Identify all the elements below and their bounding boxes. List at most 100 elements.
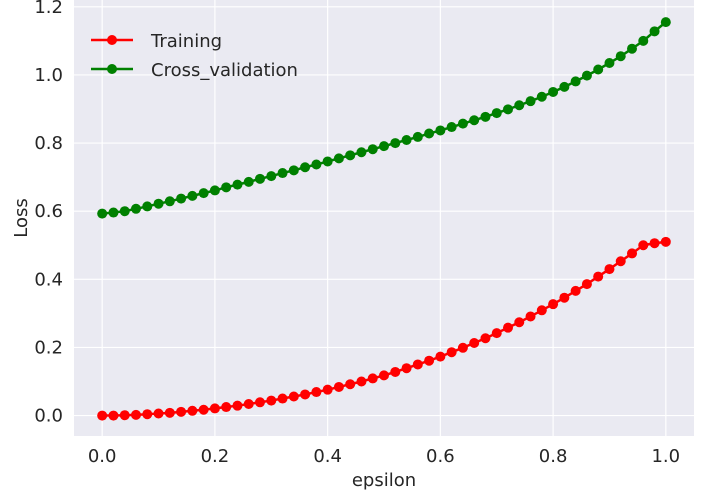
data-point-cross-validation (97, 208, 108, 219)
data-point-training (638, 240, 649, 251)
data-point-cross-validation (142, 201, 153, 212)
legend-label-cross-validation: Cross_validation (151, 60, 298, 81)
data-point-cross-validation (491, 108, 502, 119)
data-point-training (176, 406, 187, 417)
y-tick-labels: 0.0 0.2 0.4 0.6 0.8 1.0 1.2 (34, 0, 63, 427)
y-tick-label: 0.4 (34, 269, 63, 290)
data-point-training (243, 398, 254, 409)
data-point-cross-validation (345, 150, 356, 161)
data-point-training (119, 410, 130, 421)
legend-marker-cross-validation (107, 64, 117, 74)
y-tick-label: 0.6 (34, 201, 63, 222)
x-gridlines (101, 0, 667, 436)
y-tick-label: 0.2 (34, 337, 63, 358)
data-point-cross-validation (536, 91, 547, 102)
data-point-cross-validation (108, 207, 119, 218)
data-point-cross-validation (435, 125, 446, 136)
data-point-cross-validation (457, 118, 468, 129)
data-point-cross-validation (390, 138, 401, 149)
data-point-training (142, 409, 153, 420)
data-point-cross-validation (164, 196, 175, 207)
y-axis-label: Loss (11, 198, 32, 237)
data-point-cross-validation (153, 198, 164, 209)
data-point-cross-validation (446, 122, 457, 133)
data-point-training (97, 410, 108, 421)
data-point-cross-validation (559, 81, 570, 92)
data-point-cross-validation (288, 165, 299, 176)
y-tick-label: 1.2 (34, 0, 63, 18)
data-point-training (187, 405, 198, 416)
data-point-training (593, 271, 604, 282)
data-point-training (491, 328, 502, 339)
data-point-training (581, 279, 592, 290)
data-point-cross-validation (548, 86, 559, 97)
data-point-cross-validation (480, 111, 491, 122)
x-tick-label: 0.6 (426, 446, 455, 467)
x-tick-label: 0.2 (201, 446, 230, 467)
data-point-training (457, 342, 468, 353)
data-point-cross-validation (187, 190, 198, 201)
data-point-training (198, 404, 209, 415)
data-point-cross-validation (333, 153, 344, 164)
data-point-cross-validation (401, 134, 412, 145)
data-point-training (446, 347, 457, 358)
x-axis-label: epsilon (352, 470, 416, 491)
data-point-cross-validation (525, 96, 536, 107)
data-point-training (469, 338, 480, 349)
data-point-training (322, 384, 333, 395)
y-tick-label: 0.0 (34, 406, 63, 427)
data-point-cross-validation (221, 182, 232, 193)
data-point-training (559, 292, 570, 303)
legend-marker-training (107, 35, 117, 45)
data-point-cross-validation (255, 173, 265, 184)
data-point-training (379, 370, 389, 381)
data-point-training (525, 311, 536, 322)
data-point-training (390, 366, 401, 377)
data-point-cross-validation (593, 64, 604, 75)
x-tick-label: 0.8 (539, 446, 568, 467)
data-point-training (367, 373, 378, 384)
data-point-training (548, 299, 559, 310)
data-point-cross-validation (209, 185, 220, 196)
data-point-cross-validation (322, 156, 333, 167)
data-point-training (536, 305, 547, 316)
data-point-training (221, 402, 232, 413)
data-point-cross-validation (277, 168, 288, 179)
data-point-training (255, 397, 265, 408)
data-point-cross-validation (356, 147, 367, 158)
data-point-training (209, 403, 220, 414)
data-point-training (401, 363, 412, 374)
legend: Training Cross_validation (91, 31, 298, 81)
data-point-cross-validation (638, 35, 649, 46)
data-point-cross-validation (176, 193, 187, 204)
data-point-cross-validation (198, 188, 209, 199)
data-point-training (503, 322, 513, 333)
x-tick-label: 0.4 (313, 446, 342, 467)
series-layer (97, 17, 671, 421)
data-point-training (649, 238, 660, 249)
data-point-training (277, 393, 288, 404)
data-point-cross-validation (581, 70, 592, 81)
data-point-cross-validation (311, 159, 322, 170)
x-tick-label: 0.0 (88, 446, 117, 467)
data-point-cross-validation (300, 162, 311, 173)
data-point-cross-validation (232, 179, 243, 190)
data-point-cross-validation (604, 58, 615, 69)
data-point-cross-validation (367, 144, 378, 155)
data-point-training (356, 376, 367, 387)
data-point-training (288, 391, 299, 402)
data-point-training (108, 410, 119, 421)
data-point-training (615, 256, 626, 267)
data-point-cross-validation (615, 51, 626, 62)
x-tick-label: 1.0 (651, 446, 680, 467)
data-point-training (333, 381, 344, 392)
data-point-training (300, 389, 311, 400)
data-point-cross-validation (503, 104, 513, 115)
data-point-training (131, 409, 141, 420)
data-point-training (412, 359, 423, 370)
data-point-training (660, 236, 671, 247)
data-point-cross-validation (379, 141, 389, 152)
data-point-training (266, 395, 277, 406)
data-point-training (570, 285, 581, 296)
